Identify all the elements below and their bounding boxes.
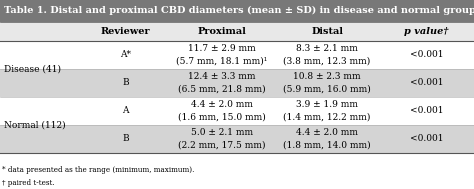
- Text: 12.4 ± 3.3 mm
(6.5 mm, 21.8 mm): 12.4 ± 3.3 mm (6.5 mm, 21.8 mm): [178, 72, 265, 93]
- Text: Distal: Distal: [311, 27, 343, 36]
- Text: <0.001: <0.001: [410, 134, 443, 143]
- Text: Reviewer: Reviewer: [101, 27, 150, 36]
- Text: 8.3 ± 2.1 mm
(3.8 mm, 12.3 mm): 8.3 ± 2.1 mm (3.8 mm, 12.3 mm): [283, 44, 371, 65]
- Bar: [0, 0, 474, 22]
- Text: A: A: [122, 106, 129, 115]
- Text: <0.001: <0.001: [410, 50, 443, 59]
- Text: 3.9 ± 1.9 mm
(1.4 mm, 12.2 mm): 3.9 ± 1.9 mm (1.4 mm, 12.2 mm): [283, 100, 371, 121]
- Text: 11.7 ± 2.9 mm
(5.7 mm, 18.1 mm)¹: 11.7 ± 2.9 mm (5.7 mm, 18.1 mm)¹: [176, 44, 267, 65]
- Text: A*: A*: [120, 50, 131, 59]
- Text: B: B: [122, 78, 129, 87]
- Text: B: B: [122, 134, 129, 143]
- Text: <0.001: <0.001: [410, 106, 443, 115]
- Text: 5.0 ± 2.1 mm
(2.2 mm, 17.5 mm): 5.0 ± 2.1 mm (2.2 mm, 17.5 mm): [178, 128, 265, 149]
- Bar: [0, 125, 474, 153]
- Bar: [0, 69, 474, 97]
- Text: * data presented as the range (minimum, maximum).: * data presented as the range (minimum, …: [2, 166, 195, 174]
- Text: 10.8 ± 2.3 mm
(5.9 mm, 16.0 mm): 10.8 ± 2.3 mm (5.9 mm, 16.0 mm): [283, 72, 371, 93]
- Text: Table 1. Distal and proximal CBD diameters (mean ± SD) in disease and normal gro: Table 1. Distal and proximal CBD diamete…: [4, 6, 474, 15]
- Text: 4.4 ± 2.0 mm
(1.8 mm, 14.0 mm): 4.4 ± 2.0 mm (1.8 mm, 14.0 mm): [283, 128, 371, 149]
- Bar: [0, 22, 474, 41]
- Text: Disease (41): Disease (41): [4, 64, 61, 73]
- Text: p value†: p value†: [404, 27, 449, 36]
- Text: Proximal: Proximal: [197, 27, 246, 36]
- Text: Normal (112): Normal (112): [4, 120, 65, 129]
- Text: <0.001: <0.001: [410, 78, 443, 87]
- Text: 4.4 ± 2.0 mm
(1.6 mm, 15.0 mm): 4.4 ± 2.0 mm (1.6 mm, 15.0 mm): [178, 100, 265, 121]
- Text: † paired t-test.: † paired t-test.: [2, 179, 55, 187]
